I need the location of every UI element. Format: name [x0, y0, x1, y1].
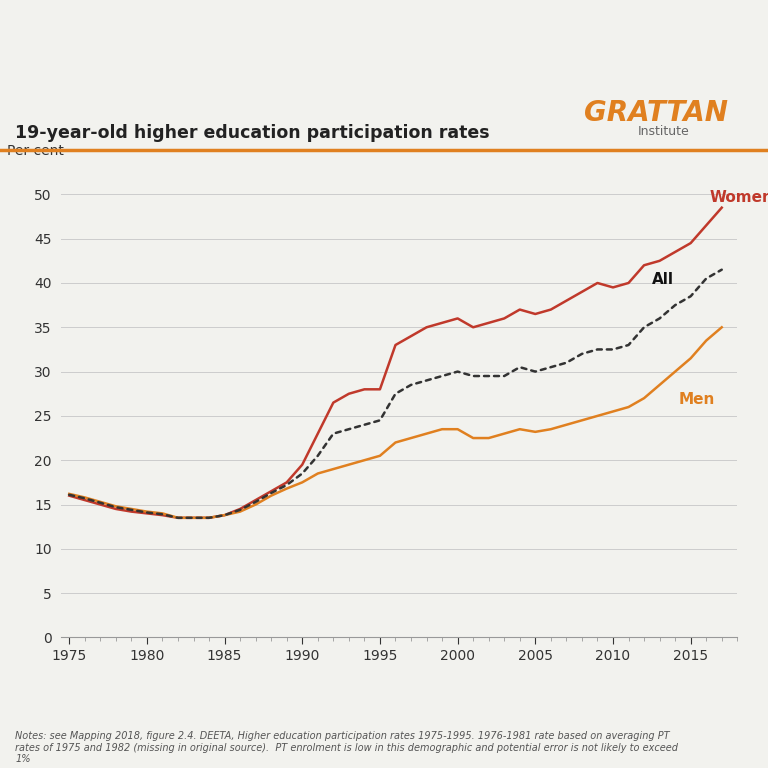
- Text: Notes: see Mapping 2018, figure 2.4. DEETA, Higher education participation rates: Notes: see Mapping 2018, figure 2.4. DEE…: [15, 731, 678, 764]
- Text: All: All: [652, 273, 674, 287]
- Text: Men: Men: [678, 392, 714, 407]
- Text: Women: Women: [710, 190, 768, 205]
- Text: 19-year-old higher education participation rates: 19-year-old higher education participati…: [15, 124, 490, 142]
- Text: Per cent: Per cent: [8, 144, 65, 158]
- Text: Institute: Institute: [637, 125, 689, 138]
- Text: GRATTAN: GRATTAN: [584, 99, 728, 127]
